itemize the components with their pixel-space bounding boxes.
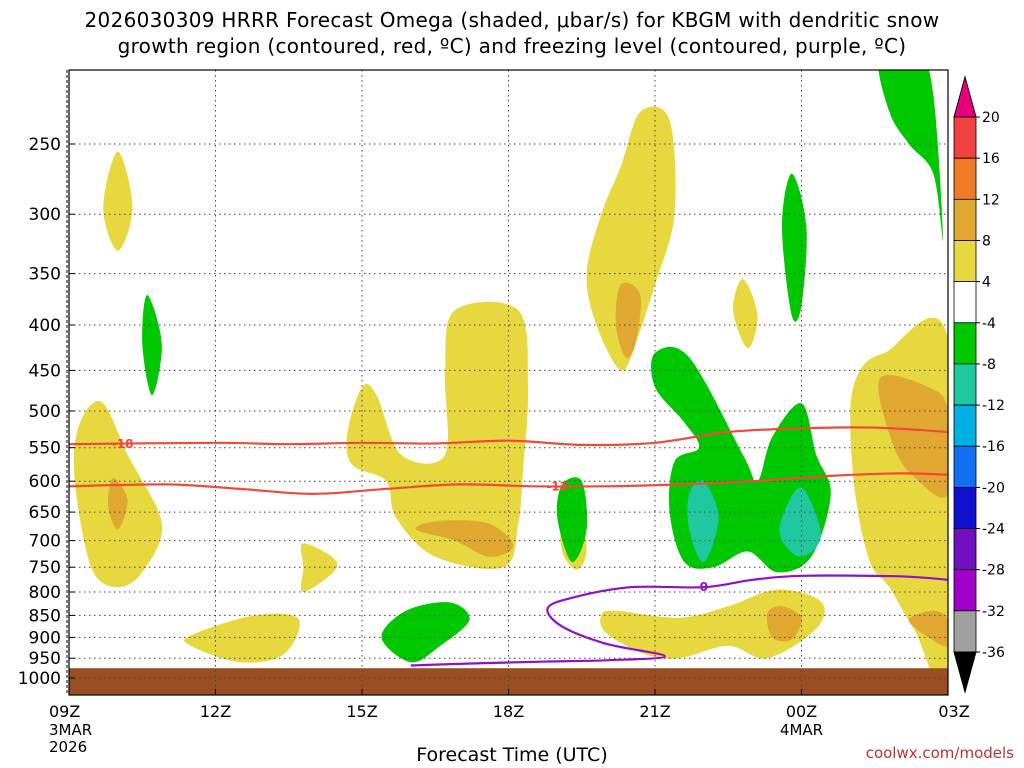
- x-tick-label-12Z: 12Z: [200, 702, 231, 721]
- omega-region-4: [184, 613, 300, 663]
- omega-region-7: [346, 301, 529, 570]
- contour-dgz-top: [69, 426, 948, 447]
- colorbar-bin-3: [953, 240, 977, 283]
- colorbar-label-1: 16: [982, 151, 1000, 167]
- omega-region-22: [878, 375, 948, 498]
- y-tick-label-400: 400: [29, 316, 61, 336]
- omega-region-20: [878, 70, 944, 241]
- omega-region-19: [766, 606, 802, 642]
- colorbar-bin-7: [953, 404, 977, 447]
- omega-region-13: [733, 279, 758, 349]
- omega-region-18: [600, 589, 825, 659]
- contour-dgz-bottom: [69, 472, 948, 496]
- colorbar-label-2: 12: [982, 192, 1000, 208]
- y-tick-label-350: 350: [29, 265, 61, 285]
- colorbar-bin-10: [953, 528, 977, 571]
- y-tick-label-700: 700: [29, 532, 61, 552]
- y-tick-label-1000: 1000: [18, 669, 61, 689]
- colorbar-top-arrow: [953, 75, 977, 118]
- x-tick-label-21Z: 21Z: [639, 702, 670, 721]
- x-tick-sublabel-2026: 2026: [49, 738, 87, 756]
- chart-title-line-2: growth region (contoured, red, ºC) and f…: [117, 34, 907, 58]
- colorbar-bin-2: [953, 198, 977, 241]
- omega-region-8: [415, 520, 514, 557]
- colorbar-bin-1: [953, 157, 977, 200]
- contour-label-dgz-top: -18: [112, 437, 134, 451]
- x-tick-sublabel-3MAR: 3MAR: [49, 721, 92, 739]
- omega-region-11: [586, 106, 676, 371]
- y-tick-label-750: 750: [29, 558, 61, 578]
- colorbar-label-11: -28: [982, 563, 1005, 579]
- colorbar-bin-6: [953, 363, 977, 406]
- y-tick-label-250: 250: [29, 135, 61, 155]
- omega-region-16: [779, 487, 821, 557]
- omega-shading-layer: [73, 70, 948, 690]
- y-tick-label-900: 900: [29, 628, 61, 648]
- y-tick-label-800: 800: [29, 583, 61, 603]
- x-tick-label-03Z: 03Z: [938, 702, 969, 721]
- contour-layer: -18 -12 0: [69, 426, 948, 667]
- y-tick-label-950: 950: [29, 649, 61, 669]
- x-tick-sublabel-4MAR: 4MAR: [780, 721, 823, 739]
- colorbar-bin-12: [953, 610, 977, 653]
- colorbar-label-8: -16: [982, 439, 1005, 455]
- omega-region-6: [381, 602, 470, 663]
- omega-region-3: [142, 295, 162, 396]
- x-tick-label-09Z: 09Z: [49, 702, 80, 721]
- colorbar-label-10: -24: [982, 522, 1005, 538]
- y-tick-label-850: 850: [29, 606, 61, 626]
- x-tick-label-15Z: 15Z: [346, 702, 377, 721]
- colorbar-label-7: -12: [982, 398, 1005, 414]
- colorbar-label-4: 4: [982, 275, 991, 291]
- contour-label-freezing-level: 0: [700, 580, 708, 594]
- y-tick-label-650: 650: [29, 503, 61, 523]
- x-axis-label: Forecast Time (UTC): [416, 744, 608, 766]
- axes-layer: 2503003504004505005506006507007508008509…: [18, 69, 970, 756]
- colorbar-bottom-arrow: [953, 651, 977, 694]
- y-tick-label-450: 450: [29, 361, 61, 381]
- colorbar-bin-9: [953, 486, 977, 529]
- omega-region-0: [103, 151, 133, 251]
- y-tick-label-550: 550: [29, 439, 61, 459]
- omega-region-15: [687, 480, 719, 563]
- y-tick-label-300: 300: [29, 205, 61, 225]
- colorbar-bin-11: [953, 569, 977, 612]
- y-tick-label-500: 500: [29, 402, 61, 422]
- colorbar-label-9: -20: [982, 480, 1005, 496]
- colorbar-label-12: -32: [982, 604, 1005, 620]
- colorbar-bin-4: [953, 281, 977, 324]
- colorbar-bin-5: [953, 322, 977, 365]
- omega-region-17: [782, 173, 807, 322]
- y-tick-label-600: 600: [29, 472, 61, 492]
- colorbar-label-6: -8: [982, 357, 996, 373]
- colorbar: 20 16 12 8 4 -4 -8 -12 -16 -20 -24 -28 -32 -36: [953, 75, 1005, 694]
- credit-text[interactable]: coolwx.com/models: [865, 744, 1014, 762]
- colorbar-label-3: 8: [982, 234, 991, 250]
- colorbar-label-0: 20: [982, 110, 1000, 126]
- omega-region-23: [908, 610, 948, 647]
- contour-label-dgz-bottom: -12: [546, 479, 568, 493]
- colorbar-label-5: -4: [982, 316, 996, 332]
- colorbar-label-13: -36: [982, 645, 1005, 661]
- chart-title-line-1: 2026030309 HRRR Forecast Omega (shaded, …: [84, 8, 940, 32]
- x-tick-label-00Z: 00Z: [786, 702, 817, 721]
- contour-freezing-level: [410, 574, 948, 667]
- omega-region-12: [615, 282, 641, 359]
- colorbar-bin-0: [953, 116, 977, 159]
- colorbar-bin-8: [953, 445, 977, 488]
- x-tick-label-18Z: 18Z: [493, 702, 524, 721]
- omega-region-2: [107, 477, 128, 530]
- gridline-layer: [69, 70, 948, 695]
